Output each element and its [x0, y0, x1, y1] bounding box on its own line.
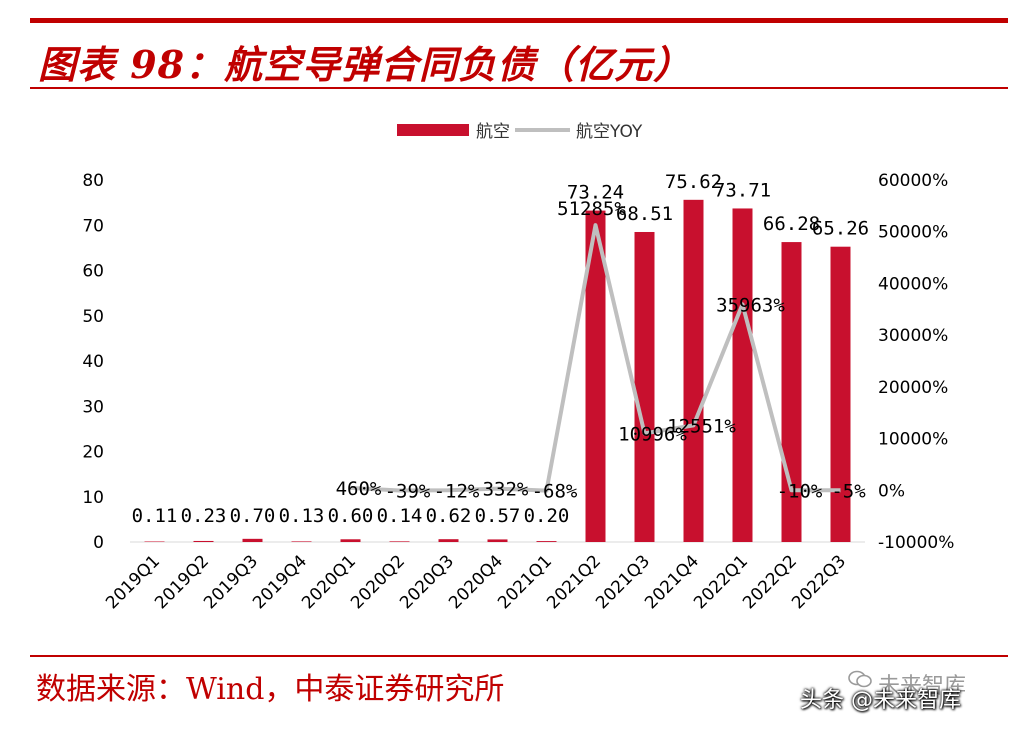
y-right-tick-label: 0% — [878, 481, 905, 501]
bar-2020Q2 — [389, 541, 410, 542]
y-left-tick-label: 40 — [82, 352, 104, 372]
bar-data-label: 0.62 — [426, 505, 472, 527]
watermark: 头条 @未来智库 — [800, 688, 961, 713]
bar-2022Q1 — [732, 208, 753, 542]
line-data-label: 12551% — [667, 415, 736, 437]
legend-label-bar: 航空 — [476, 122, 510, 142]
line-data-label: -10% — [777, 480, 823, 502]
line-data-label: 10996% — [618, 423, 687, 445]
y-left-tick-label: 30 — [82, 397, 104, 417]
bar-data-label: 0.57 — [475, 505, 521, 527]
y-right-tick-label: 60000% — [878, 171, 948, 191]
title-rule — [30, 87, 1008, 89]
bar-2019Q4 — [291, 541, 312, 542]
bar-data-label: 0.11 — [132, 505, 178, 527]
bar-data-label: 65.26 — [812, 218, 869, 240]
y-left-tick-label: 10 — [82, 488, 104, 508]
bar-data-label: 0.14 — [377, 505, 423, 527]
bar-data-label: 68.51 — [616, 203, 673, 225]
legend-label-line: 航空YOY — [576, 122, 643, 142]
bar-2019Q2 — [193, 540, 214, 542]
bar-data-label: 73.71 — [714, 179, 771, 201]
bar-2019Q3 — [242, 538, 263, 542]
bar-2020Q4 — [487, 539, 508, 542]
bar-data-label: 66.28 — [763, 213, 820, 235]
legend-swatch-bar — [397, 124, 469, 136]
line-data-label: -39% — [385, 480, 431, 502]
y-left-tick-label: 0 — [93, 533, 104, 553]
line-data-label: -68% — [532, 481, 578, 503]
bar-2022Q3 — [830, 246, 851, 543]
y-right-tick-label: 40000% — [878, 274, 948, 294]
bar-data-label: 0.70 — [230, 505, 276, 527]
bar-2021Q1 — [536, 541, 557, 542]
yoy-line — [350, 223, 841, 493]
top-rule — [30, 18, 1008, 23]
data-source: 数据来源：Wind，中泰证券研究所 — [36, 672, 505, 707]
bar-data-label: 73.24 — [567, 182, 624, 204]
y-right-tick-label: 10000% — [878, 430, 948, 450]
bar-2020Q3 — [438, 539, 459, 542]
wechat-icon — [848, 670, 872, 688]
bar-data-label: 0.13 — [279, 505, 325, 527]
y-left-tick-label: 60 — [82, 262, 104, 282]
line-data-label: 35963% — [716, 294, 785, 316]
bar-data-label: 0.23 — [181, 505, 227, 527]
line-data-label: 460% — [336, 478, 382, 500]
y-left-tick-label: 80 — [82, 171, 104, 191]
bar-data-label: 0.60 — [328, 505, 374, 527]
y-left-tick-label: 70 — [82, 216, 104, 236]
bar-data-label: 75.62 — [665, 171, 722, 193]
x-tick-label: 2022Q3 — [788, 551, 850, 613]
y-right-tick-label: 20000% — [878, 378, 948, 398]
bar-2021Q2 — [585, 210, 606, 543]
y-right-tick-label: -10000% — [878, 533, 954, 553]
y-left-tick-label: 50 — [82, 307, 104, 327]
y-right-tick-label: 30000% — [878, 326, 948, 346]
line-data-label: 332% — [483, 479, 529, 501]
bar-2021Q4 — [683, 199, 704, 542]
chart-title: 图表 98：航空导弹合同负债（亿元） — [38, 42, 693, 87]
watermark-logo-text: 未来智库 — [878, 674, 967, 699]
line-data-label: 51285% — [557, 198, 626, 220]
y-right-tick-label: 50000% — [878, 223, 948, 243]
bottom-rule — [30, 655, 1008, 657]
bar-2020Q1 — [340, 539, 361, 542]
y-left-tick-label: 20 — [82, 443, 104, 463]
line-data-label: -12% — [434, 480, 480, 502]
bar-2021Q3 — [634, 231, 655, 542]
bar-data-label: 0.20 — [524, 505, 570, 527]
line-data-label: -5% — [831, 480, 866, 502]
